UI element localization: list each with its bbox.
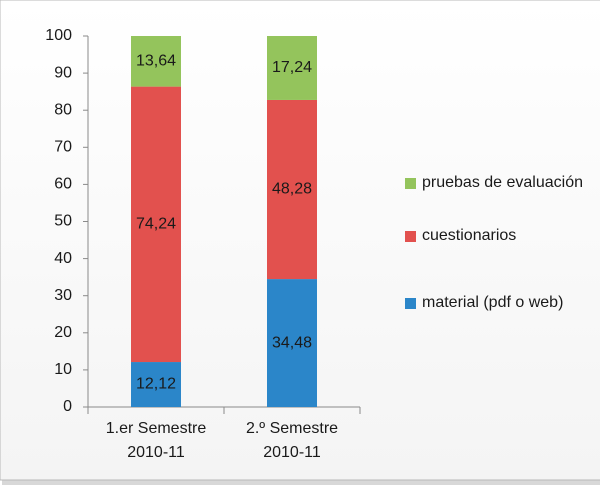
bar-segment <box>267 99 317 280</box>
legend-label: cuestionarios <box>422 227 516 244</box>
legend-label: material (pdf o web) <box>422 294 563 311</box>
bar-segment <box>131 36 181 87</box>
bar-segment <box>131 86 181 363</box>
y-tick-label: 70 <box>54 139 72 156</box>
y-tick-label: 80 <box>54 101 72 118</box>
data-label: 34,48 <box>272 334 312 351</box>
y-tick-label: 50 <box>54 213 72 230</box>
y-tick-label: 0 <box>63 398 72 415</box>
data-label: 13,64 <box>136 53 176 70</box>
bar-segment <box>131 362 181 407</box>
y-tick-label: 10 <box>54 361 72 378</box>
y-tick-label: 30 <box>54 287 72 304</box>
data-label: 48,28 <box>272 181 312 198</box>
x-tick-label: 1.er Semestre 2010-11 <box>106 420 207 461</box>
legend-label: pruebas de evaluación <box>422 174 583 191</box>
y-tick-label: 100 <box>45 27 72 44</box>
legend-swatch <box>405 298 416 309</box>
legend-swatch <box>405 231 416 242</box>
y-tick-label: 90 <box>54 64 72 81</box>
data-label: 12,12 <box>136 376 176 393</box>
y-tick-label: 40 <box>54 250 72 267</box>
data-label: 17,24 <box>272 59 312 76</box>
x-tick-label: 2.º Semestre 2010-11 <box>246 420 338 461</box>
y-tick-label: 60 <box>54 176 72 193</box>
data-label: 74,24 <box>136 216 176 233</box>
bar-segment <box>267 36 317 100</box>
y-tick-label: 20 <box>54 324 72 341</box>
bar-segment <box>267 279 317 407</box>
legend-swatch <box>405 178 416 189</box>
